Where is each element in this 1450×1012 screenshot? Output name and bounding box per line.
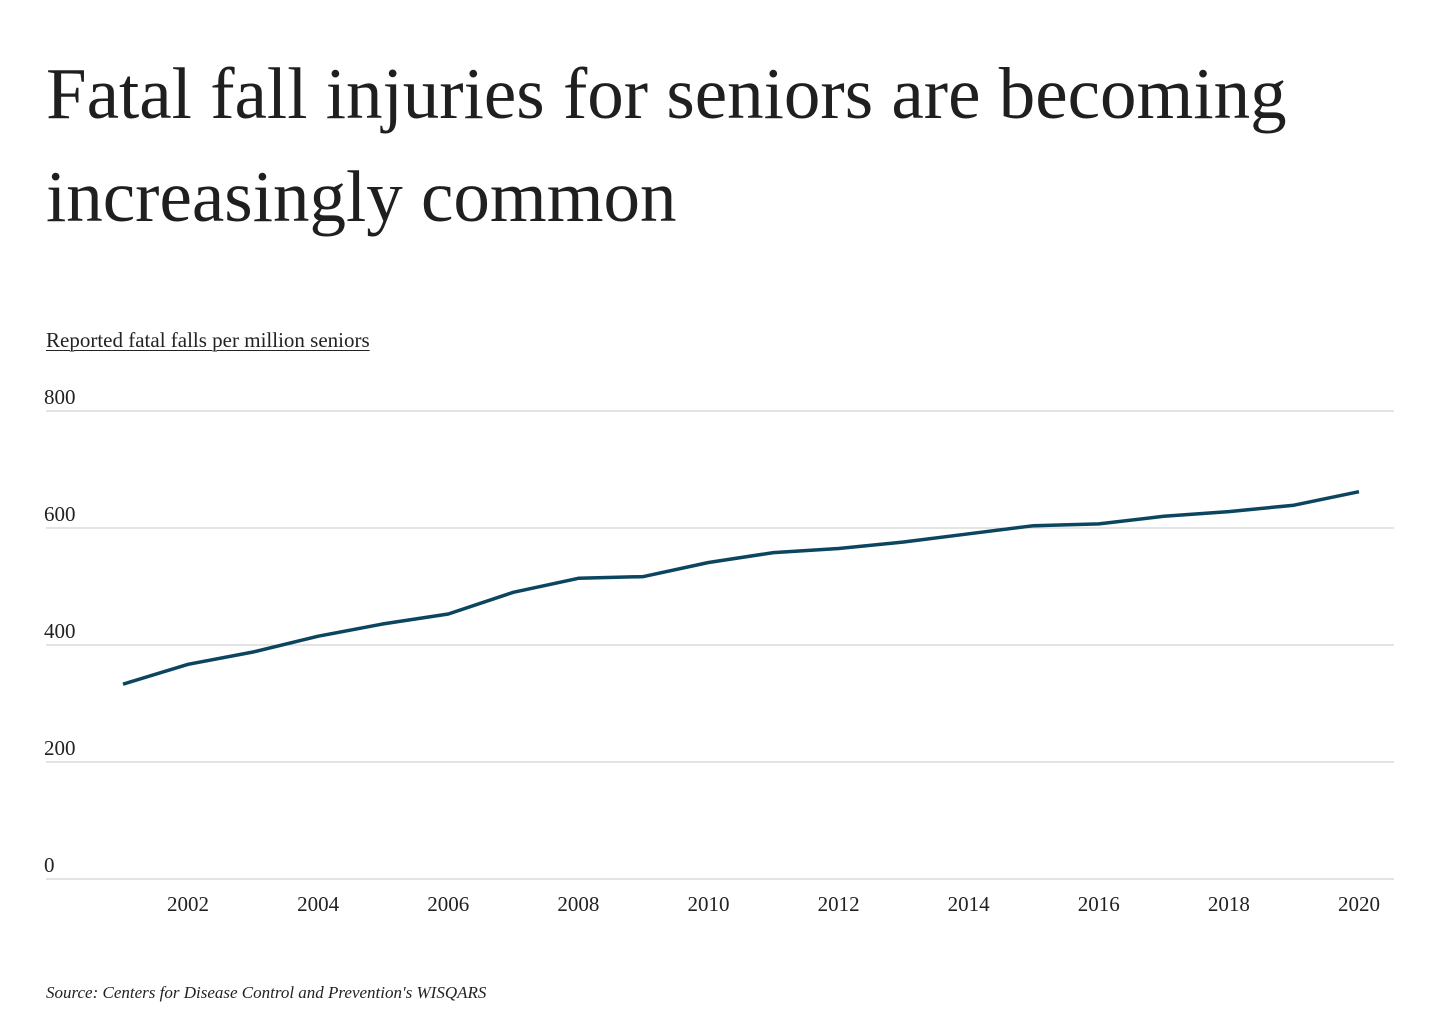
x-tick-label: 2020 xyxy=(1338,892,1380,916)
series-line xyxy=(122,489,1360,686)
x-tick-labels: 2002 2004 2006 2008 2010 2012 2014 2016 2018 2020 xyxy=(167,892,1380,916)
x-tick-label: 2008 xyxy=(557,892,599,916)
y-tick-label: 200 xyxy=(44,736,76,760)
x-tick-label: 2014 xyxy=(948,892,991,916)
chart-title: Fatal fall injuries for seniors are beco… xyxy=(46,53,1287,237)
x-tick-label: 2012 xyxy=(818,892,860,916)
y-tick-labels: 0 200 400 600 800 xyxy=(44,385,76,877)
series-layer xyxy=(122,489,1360,686)
y-tick-label: 800 xyxy=(44,385,76,409)
x-tick-label: 2018 xyxy=(1208,892,1250,916)
x-tick-label: 2002 xyxy=(167,892,209,916)
y-tick-label: 0 xyxy=(44,853,55,877)
x-tick-label: 2010 xyxy=(687,892,729,916)
x-tick-label: 2004 xyxy=(297,892,340,916)
y-tick-label: 400 xyxy=(44,619,76,643)
x-tick-label: 2006 xyxy=(427,892,469,916)
x-tick-label: 2016 xyxy=(1078,892,1120,916)
source-note: Source: Centers for Disease Control and … xyxy=(46,983,487,1002)
y-tick-label: 600 xyxy=(44,502,76,526)
gridlines xyxy=(46,410,1394,880)
y-axis-label: Reported fatal falls per million seniors xyxy=(46,328,370,352)
